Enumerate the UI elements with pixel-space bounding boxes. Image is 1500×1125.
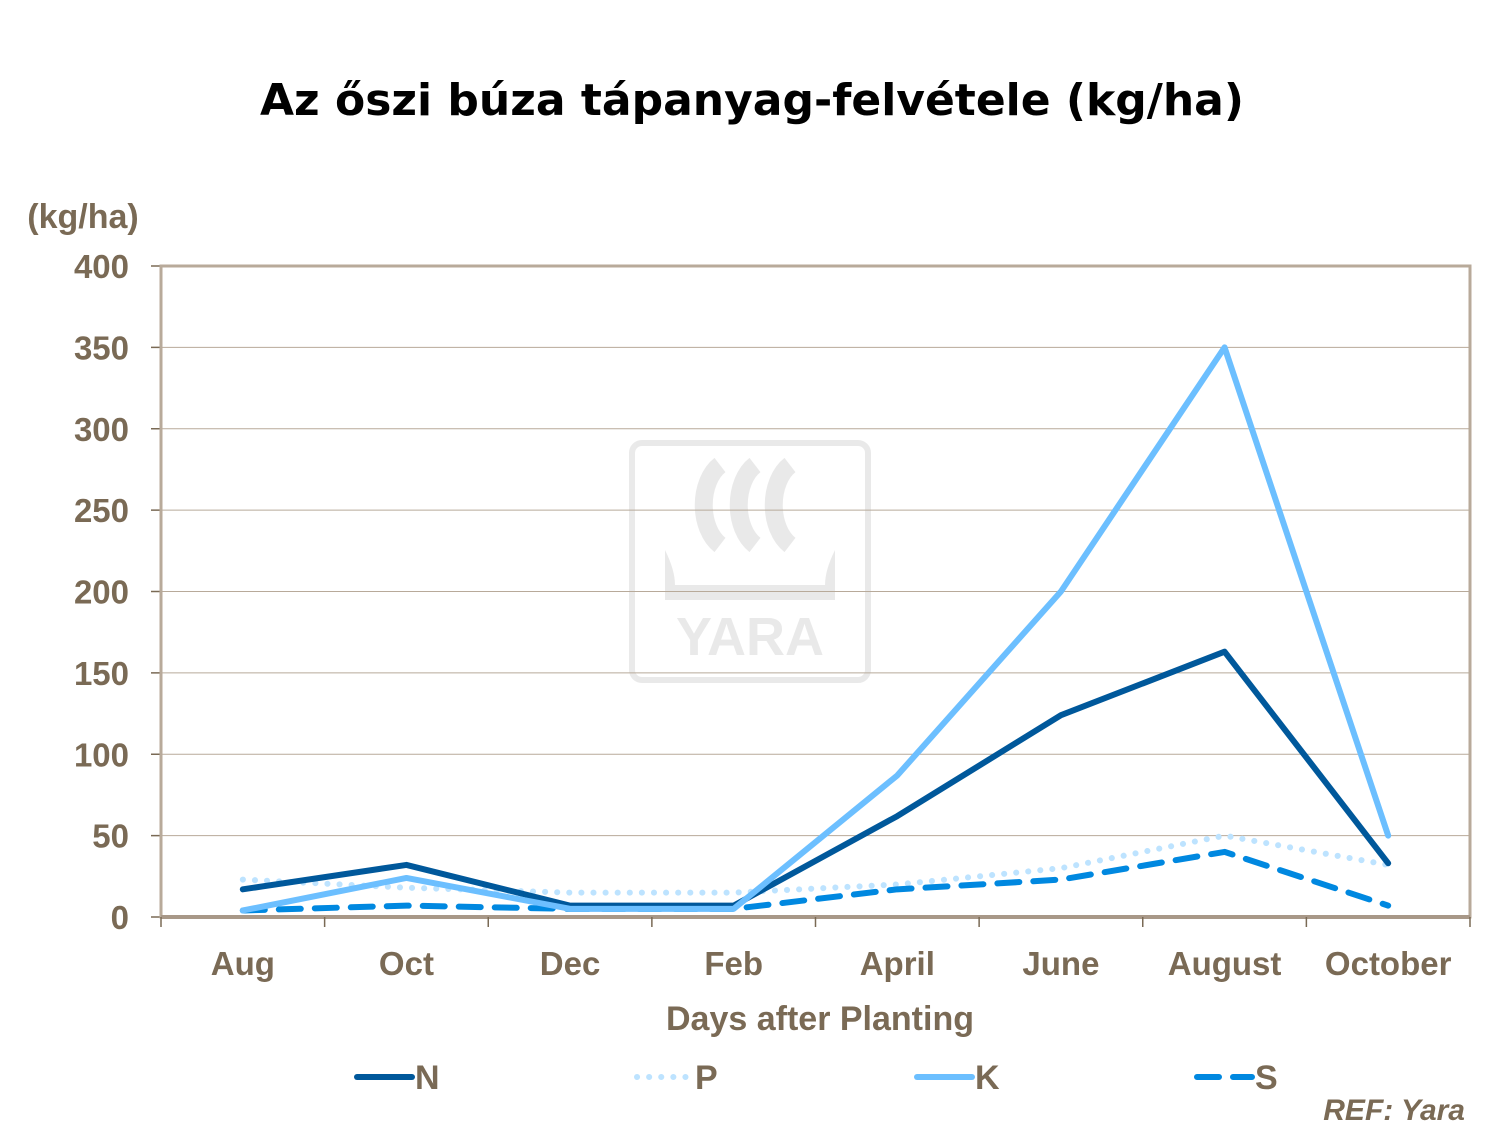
- y-tick-label: 0: [111, 899, 129, 936]
- reference-note: REF: Yara: [1323, 1094, 1465, 1125]
- y-tick-label: 300: [74, 411, 129, 448]
- legend-label-N: N: [415, 1059, 440, 1097]
- x-tick-label: June: [1022, 945, 1099, 982]
- yara-logo-watermark: YARA: [629, 440, 871, 683]
- legend-label-P: P: [695, 1059, 718, 1097]
- chart-title: Az őszi búza tápanyag-felvétele (kg/ha): [260, 75, 1244, 126]
- x-tick-label: October: [1325, 945, 1452, 982]
- series-line-N: [239, 648, 1392, 909]
- y-tick-label: 100: [74, 736, 129, 773]
- series-line-S: [239, 848, 1392, 914]
- series-line-P: [239, 832, 1392, 896]
- y-axis-label: (kg/ha): [27, 198, 138, 236]
- y-tick-label: 200: [74, 574, 129, 611]
- svg-text:YARA: YARA: [676, 607, 824, 667]
- x-tick-label: Aug: [211, 945, 275, 982]
- y-tick-label: 50: [92, 818, 129, 855]
- y-tick-label: 150: [74, 655, 129, 692]
- x-tick-label: Oct: [379, 945, 434, 982]
- y-tick-label: 350: [74, 329, 129, 366]
- x-tick-label: April: [860, 945, 935, 982]
- x-tick-label: August: [1168, 945, 1282, 982]
- y-tick-label: 400: [74, 248, 129, 285]
- x-tick-label: Dec: [540, 945, 601, 982]
- legend-label-K: K: [975, 1059, 1000, 1097]
- x-tick-label: Feb: [704, 945, 763, 982]
- x-axis-label: Days after Planting: [666, 1000, 974, 1038]
- legend-label-S: S: [1255, 1059, 1278, 1097]
- y-tick-label: 250: [74, 492, 129, 529]
- series-line-K: [239, 344, 1392, 914]
